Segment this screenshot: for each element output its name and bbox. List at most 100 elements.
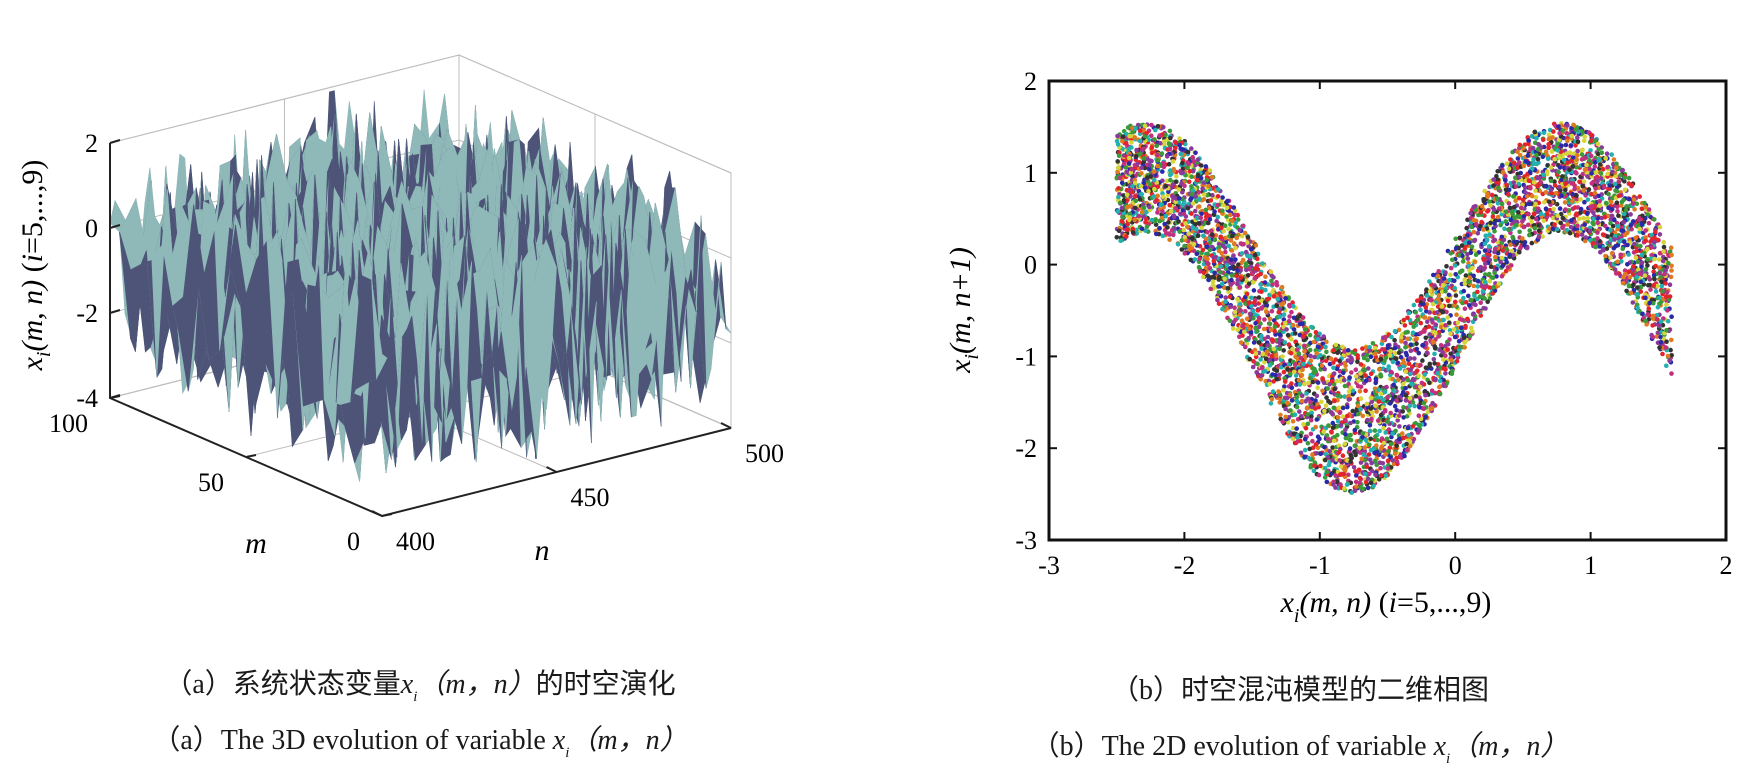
panel-b-point [1496,185,1501,191]
panel-b-point [1484,237,1490,243]
panel-b-point [1256,295,1262,300]
panel-b-points [1114,121,1674,495]
panel-b-point [1259,333,1264,339]
panel-a-z-tick [109,309,121,314]
panel-b-point [1564,130,1570,136]
panel-b-point [1528,185,1533,191]
panel-b-point [1289,381,1294,386]
panel-b-point [1294,426,1299,431]
panel-b-point [1302,343,1307,349]
panel-b-point [1461,295,1466,301]
panel-b-point [1367,442,1372,448]
panel-b-point [1661,244,1667,250]
panel-b-point [1407,403,1413,409]
panel-b-point [1653,289,1659,294]
panel-b-point [1186,179,1192,185]
panel-b-point [1260,261,1265,266]
panel-b-point [1651,272,1657,278]
panel-b-point [1358,406,1363,412]
panel-b-point [1160,169,1165,174]
panel-b-point [1411,302,1417,308]
panel-b-point [1416,428,1422,433]
panel-b-point [1495,214,1501,220]
panel-b-point [1167,128,1173,134]
panel-a-n-tick [371,510,383,517]
panel-b-point [1289,309,1294,315]
panel-b-point [1416,413,1422,419]
panel-b-point [1258,357,1263,362]
panel-b-point [1517,249,1522,255]
panel-b-point [1541,172,1546,178]
panel-b-point [1364,464,1370,470]
panel-b-point [1657,270,1662,276]
panel-b-point [1388,410,1393,416]
panel-a-n-tick-label: 450 [571,483,610,512]
panel-b-point [1453,236,1458,242]
panel-b-point [1182,183,1187,189]
panel-a-z-tick [109,139,121,144]
panel-b-point [1168,177,1173,183]
panel-b-point [1348,432,1353,438]
panel-b-point [1427,279,1432,284]
panel-b-point [1448,265,1454,271]
panel-b-point [1475,284,1481,289]
panel-b-point [1512,204,1517,210]
panel-b-point [1278,412,1283,418]
panel-b-point [1608,255,1613,260]
panel-b-point [1305,440,1311,446]
panel-b-point [1218,269,1223,275]
panel-b-point [1284,327,1289,332]
panel-b-point [1510,234,1515,240]
panel-b-point [1521,224,1526,230]
panel-a-m-axis-label: m [245,527,267,560]
panel-b-point [1609,152,1614,157]
panel-b-point [1492,237,1498,243]
panel-b-point [1189,146,1194,151]
panel-b-point [1320,388,1325,394]
panel-b-point [1245,235,1251,240]
panel-b-point [1429,388,1435,394]
panel-b-point [1433,376,1438,382]
panel-b-point [1229,273,1235,278]
panel-b-point [1125,125,1131,130]
panel-b-point [1385,466,1391,471]
panel-b-point [1454,312,1459,318]
panel-b-point [1465,252,1470,257]
panel-b-point [1357,389,1363,394]
panel-b-point [1456,339,1462,344]
panel-b-point [1299,398,1305,404]
panel-b-point [1417,405,1422,410]
panel-b-point [1448,331,1453,337]
panel-b-point [1159,151,1165,156]
panel-b-point [1448,272,1453,278]
panel-b-point [1443,371,1448,376]
panel-a-z-axis-label: xi(m, n) (i=5,...,9) [16,160,55,372]
panel-b-point [1268,401,1274,406]
panel-b-point [1354,473,1359,478]
panel-b-point [1347,375,1352,381]
panel-b-point [1580,183,1585,189]
panel-b-point [1634,248,1639,254]
panel-b-point [1231,205,1237,210]
panel-b-point [1312,354,1317,360]
panel-a-m-tick-label: 100 [49,409,88,438]
panel-b-point [1283,296,1288,301]
panel-b-point [1443,270,1448,275]
panel-b-point [1289,336,1294,342]
panel-b-point [1400,431,1405,436]
panel-b-point [1585,211,1590,217]
panel-b-point [1660,351,1665,357]
panel-b-point [1290,346,1295,352]
panel-b-point [1298,450,1304,456]
panel-b-point [1444,264,1449,269]
panel-b-point [1277,314,1283,320]
panel-b-point [1665,308,1670,313]
panel-b-point [1661,239,1666,245]
panel-b-point [1281,369,1287,375]
panel-b-point [1669,268,1674,273]
panel-b-point [1314,393,1320,399]
panel-b-point [1495,201,1501,206]
panel-b-point [1313,398,1318,403]
panel-b-point [1323,403,1329,408]
